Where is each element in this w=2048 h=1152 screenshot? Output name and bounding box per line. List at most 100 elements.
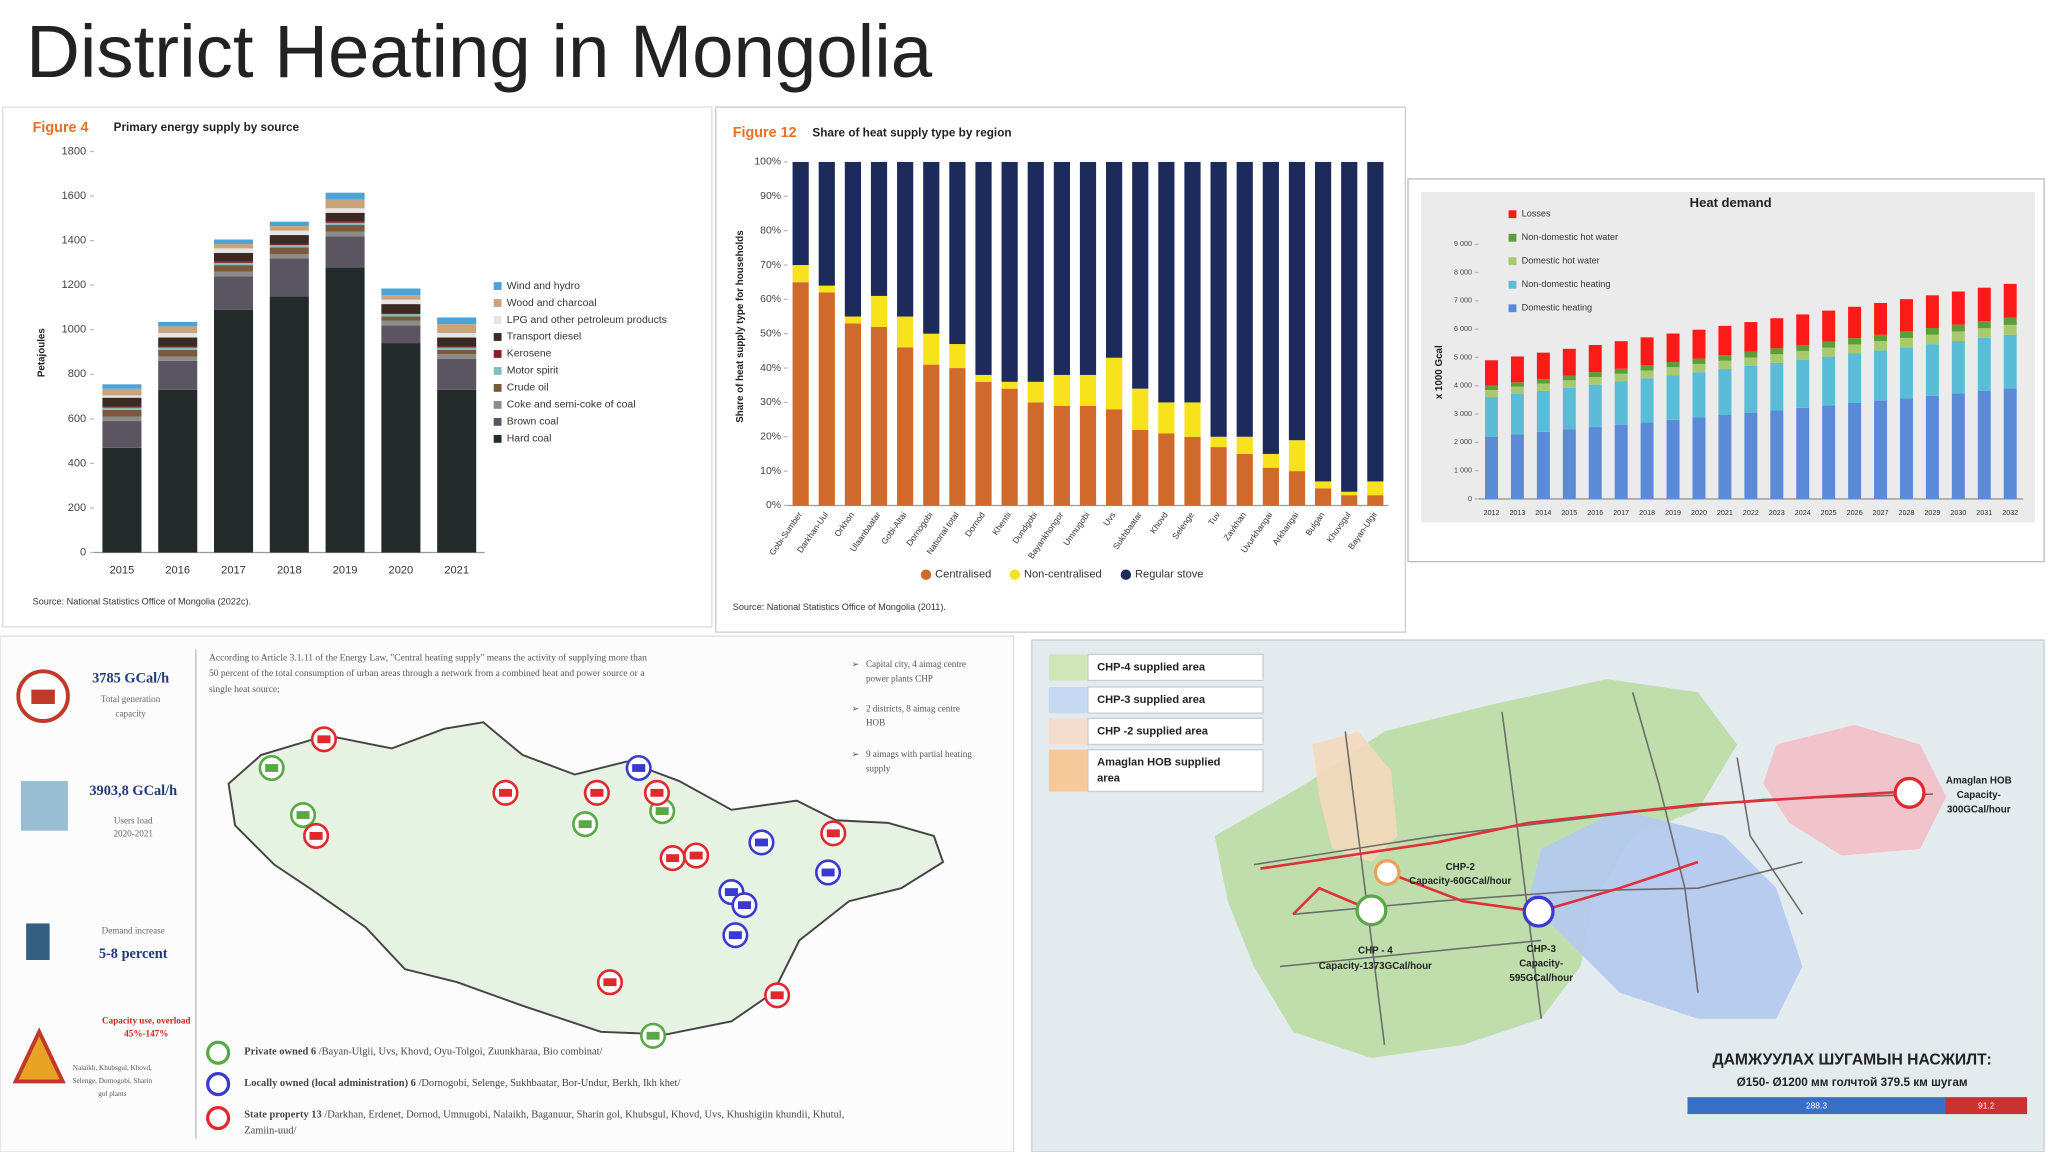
legend-label: Locally owned (local administration) 6	[244, 1078, 416, 1089]
bar-segment	[1796, 407, 1810, 499]
bullet-icon: ➢	[852, 749, 860, 759]
bar-segment	[1718, 355, 1732, 361]
bar-segment	[158, 321, 198, 327]
bar-segment	[1027, 402, 1044, 506]
bar-segment	[1899, 299, 1913, 332]
source-note: Source: National Statistics Office of Mo…	[33, 597, 251, 607]
bar-segment	[1925, 328, 1939, 335]
city-map: CHP-4 supplied area CHP-3 supplied area …	[1031, 639, 2045, 1152]
bar-segment	[437, 317, 477, 325]
x-tick-label: 2017	[221, 565, 246, 577]
bar-segment	[325, 192, 365, 200]
bar-segment	[1288, 161, 1306, 441]
bar-segment	[1640, 422, 1654, 499]
map-legend: CHP-4 supplied area CHP-3 supplied area …	[1048, 653, 1264, 793]
y-tick-label: 0%	[766, 500, 781, 511]
bar-segment	[158, 347, 198, 350]
legend-entry: Zamiin-uud/	[244, 1125, 296, 1136]
x-tick-label: 2031	[1976, 509, 1992, 517]
bar-segment	[1367, 481, 1384, 496]
bar-segment	[437, 333, 477, 338]
bar-segment	[325, 208, 365, 213]
bar-segment	[102, 406, 142, 408]
bar-segment	[818, 292, 835, 506]
y-tick-label: 800	[68, 368, 87, 380]
legend-list: /Darkhan, Erdenet, Dornod, Umnugobi, Nal…	[324, 1110, 844, 1121]
legend-label: Regular stove	[1135, 569, 1203, 581]
bar-segment	[437, 324, 477, 334]
road	[1631, 692, 1699, 993]
bar-segment	[1718, 415, 1732, 499]
legend-swatch	[1508, 280, 1517, 289]
bar-segment	[1053, 405, 1070, 506]
bar-segment	[1536, 383, 1550, 391]
bar-segment	[1341, 491, 1358, 496]
map-marker-icon	[826, 829, 840, 838]
bar-segment	[1588, 376, 1602, 385]
chart-title: Primary energy supply by source	[114, 121, 300, 134]
map-marker-icon	[578, 820, 592, 829]
bar-segment	[437, 358, 477, 390]
bar-segment	[1614, 424, 1628, 499]
bar-segment	[1315, 481, 1332, 489]
bar-segment	[158, 333, 198, 338]
bar-segment	[1951, 393, 1965, 499]
bar-segment	[1977, 321, 1991, 329]
bar-segment	[1899, 398, 1913, 499]
bar-segment	[1666, 375, 1680, 420]
bar-segment	[1510, 382, 1524, 387]
bar-segment	[1614, 368, 1628, 374]
bar-segment	[1977, 328, 1991, 338]
bar-segment	[213, 309, 254, 553]
x-tick-label: 2018	[277, 565, 302, 577]
legend-box	[1087, 717, 1264, 746]
bar-segment	[381, 304, 421, 314]
stat-label: gol plants	[98, 1090, 126, 1098]
bar-segment	[1210, 436, 1227, 448]
x-tick-label: 2021	[1717, 509, 1733, 517]
legend-box	[1087, 653, 1264, 682]
map-marker-icon	[737, 901, 752, 910]
y-tick-label: 8 000	[1454, 268, 1472, 276]
map-marker-icon	[265, 764, 279, 772]
bar-segment	[1977, 337, 1991, 391]
x-tick-label: 2025	[1821, 509, 1837, 517]
map-marker-icon	[309, 832, 323, 840]
stat-value: 3785 GCal/h	[92, 670, 169, 686]
bar-segment	[1562, 380, 1576, 388]
bar-segment	[102, 395, 142, 398]
pipeline-segment	[1687, 1097, 1946, 1115]
bar-segment	[1848, 338, 1862, 345]
bar-segment	[1053, 374, 1070, 406]
bar-segment	[269, 235, 309, 244]
plant-label: CHP-2	[1446, 862, 1476, 873]
legend-swatch	[493, 384, 502, 392]
legend-marker	[206, 1105, 231, 1131]
bar-segment	[1822, 405, 1836, 499]
stat-label: Users load	[114, 816, 153, 826]
bar-segment	[269, 230, 309, 236]
y-tick-label: 40%	[760, 363, 781, 374]
legend-swatch	[1009, 569, 1021, 580]
bar-segment	[1158, 402, 1175, 434]
legend-swatch	[1120, 569, 1132, 580]
bar-segment	[1666, 333, 1680, 362]
bar-segment	[381, 325, 421, 344]
bar-segment	[1001, 388, 1018, 506]
bar-segment	[1744, 351, 1758, 358]
map-marker-icon	[498, 788, 512, 797]
y-tick-label: 6 000	[1454, 325, 1472, 333]
legend-label: State property 13	[244, 1110, 321, 1121]
bullets: ➢ Capital city, 4 aimag centre power pla…	[852, 659, 973, 773]
bar-segment	[1640, 370, 1654, 379]
bar-segment	[102, 416, 142, 422]
bar-segment	[1692, 363, 1706, 373]
y-tick-label: 1600	[62, 190, 87, 202]
bar-segment	[949, 344, 966, 369]
plant-labels: CHP-2 Capacity-60GCal/hour CHP - 4 Capac…	[1319, 776, 2012, 984]
country-map	[227, 721, 945, 1036]
legend-swatch	[493, 333, 502, 341]
bar-segment	[213, 276, 254, 310]
y-tick-label: 0	[80, 546, 86, 558]
